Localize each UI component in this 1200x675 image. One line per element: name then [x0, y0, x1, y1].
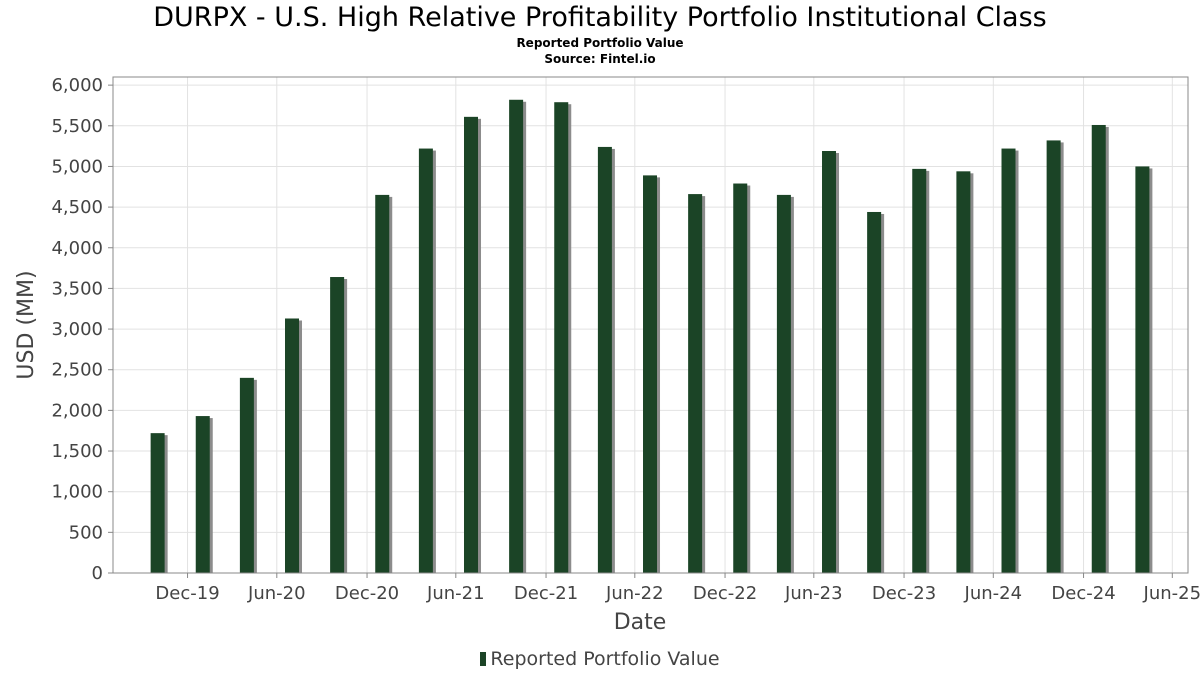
plot-frame — [112, 76, 1189, 574]
y-tick-label: 6,000 — [51, 75, 103, 96]
x-tick-label: Dec-22 — [693, 583, 757, 604]
bars — [150, 99, 1153, 574]
bar — [733, 183, 748, 573]
x-tick-label: Dec-23 — [872, 583, 936, 604]
bar — [150, 433, 165, 573]
bar — [330, 277, 345, 573]
bar — [554, 102, 569, 574]
x-tick-label: Jun-23 — [784, 583, 843, 604]
axes: 0 500 1,000 1,500 2,000 2,500 3,000 3,500 4,000 4… — [51, 75, 1200, 604]
y-tick-label: 1,000 — [51, 482, 103, 503]
y-tick-label: 5,500 — [51, 116, 103, 137]
bar — [1135, 166, 1150, 573]
x-tick-label: Jun-20 — [247, 583, 306, 604]
bar — [509, 99, 524, 573]
x-tick-label: Jun-24 — [964, 583, 1023, 604]
bar-chart: 0 500 1,000 1,500 2,000 2,500 3,000 3,500 4,000 4… — [14, 75, 1200, 635]
y-tick-label: 4,500 — [51, 197, 103, 218]
bar — [1091, 124, 1106, 574]
bar — [688, 194, 703, 573]
x-tick-label: Jun-25 — [1143, 583, 1200, 604]
x-tick-label: Dec-20 — [335, 583, 399, 604]
legend-label: Reported Portfolio Value — [490, 648, 720, 670]
x-tick-label: Dec-21 — [514, 583, 578, 604]
y-tick-label: 3,000 — [51, 319, 103, 340]
chart-subtitle: Reported Portfolio Value — [516, 36, 684, 50]
y-tick-label: 500 — [69, 522, 103, 543]
bar — [597, 146, 612, 574]
bar — [195, 416, 210, 573]
bar — [1046, 140, 1061, 573]
bar — [643, 175, 658, 573]
x-tick-label: Jun-22 — [605, 583, 664, 604]
chart-title: DURPX - U.S. High Relative Profitability… — [153, 2, 1047, 33]
bar — [375, 194, 390, 573]
bar — [912, 168, 927, 574]
y-axis-title: USD (MM) — [14, 270, 39, 379]
legend-swatch — [480, 652, 487, 666]
y-tick-label: 2,000 — [51, 400, 103, 421]
y-tick-label: 2,500 — [51, 360, 103, 381]
x-axis-title: Date — [614, 610, 667, 635]
bar — [822, 150, 837, 573]
bar — [1001, 148, 1016, 574]
bar — [867, 211, 882, 573]
y-tick-label: 5,000 — [51, 156, 103, 177]
legend: Reported Portfolio Value — [0, 648, 1200, 670]
bar — [418, 148, 433, 574]
y-tick-label: 0 — [92, 563, 103, 584]
x-tick-label: Dec-19 — [155, 583, 219, 604]
chart-source: Source: Fintel.io — [544, 52, 656, 66]
y-tick-label: 3,500 — [51, 278, 103, 299]
bar — [464, 116, 479, 573]
x-tick-label: Dec-24 — [1051, 583, 1115, 604]
y-tick-label: 4,000 — [51, 238, 103, 259]
bar — [776, 194, 791, 573]
bar — [956, 171, 971, 574]
bar — [285, 318, 300, 573]
x-tick-label: Jun-21 — [426, 583, 485, 604]
y-tick-label: 1,500 — [51, 441, 103, 462]
bar — [239, 377, 254, 573]
